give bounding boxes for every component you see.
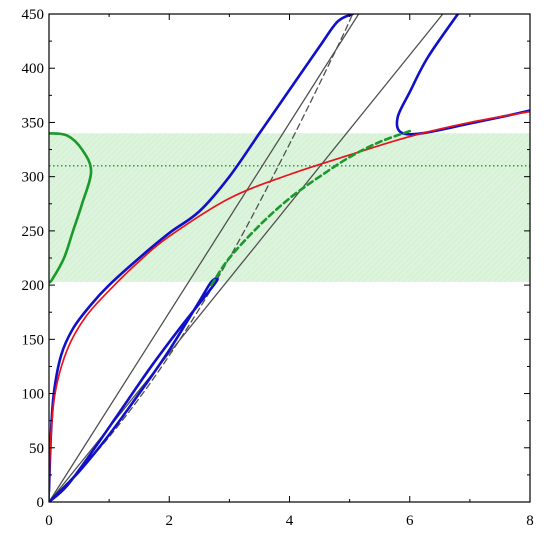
series-blue-lower-right bbox=[395, 14, 530, 136]
x-tick-label: 2 bbox=[166, 513, 174, 529]
x-tick-label: 4 bbox=[286, 513, 294, 529]
series-gray-line-1 bbox=[49, 14, 360, 502]
y-tick-label: 100 bbox=[22, 387, 45, 403]
series-green-left bbox=[49, 131, 93, 284]
y-tick-label: 200 bbox=[22, 278, 45, 294]
tick-labels-layer: 0 2 4 6 8 0 50 100 150 200 250 300 350 400 450 bbox=[22, 7, 534, 529]
y-tick-label: 50 bbox=[29, 441, 44, 457]
series-blue-upper bbox=[49, 14, 354, 493]
series-red-curve bbox=[49, 110, 530, 502]
y-tick-label: 400 bbox=[22, 61, 45, 77]
y-tick-label: 250 bbox=[22, 224, 45, 240]
series-layer bbox=[49, 14, 530, 502]
y-tick-label: 0 bbox=[37, 495, 45, 511]
shaded-band-layer bbox=[49, 133, 530, 282]
y-tick-label: 350 bbox=[22, 115, 45, 131]
x-tick-label: 0 bbox=[45, 513, 53, 529]
shaded-band bbox=[49, 133, 530, 282]
y-tick-label: 300 bbox=[22, 170, 45, 186]
x-tick-label: 6 bbox=[406, 513, 414, 529]
axes-layer bbox=[48, 13, 531, 503]
y-tick-label: 150 bbox=[22, 332, 45, 348]
series-green-dashed bbox=[210, 129, 412, 287]
series-blue-loop bbox=[49, 277, 219, 502]
x-tick-label: 8 bbox=[526, 513, 534, 529]
y-tick-label: 450 bbox=[22, 7, 45, 23]
